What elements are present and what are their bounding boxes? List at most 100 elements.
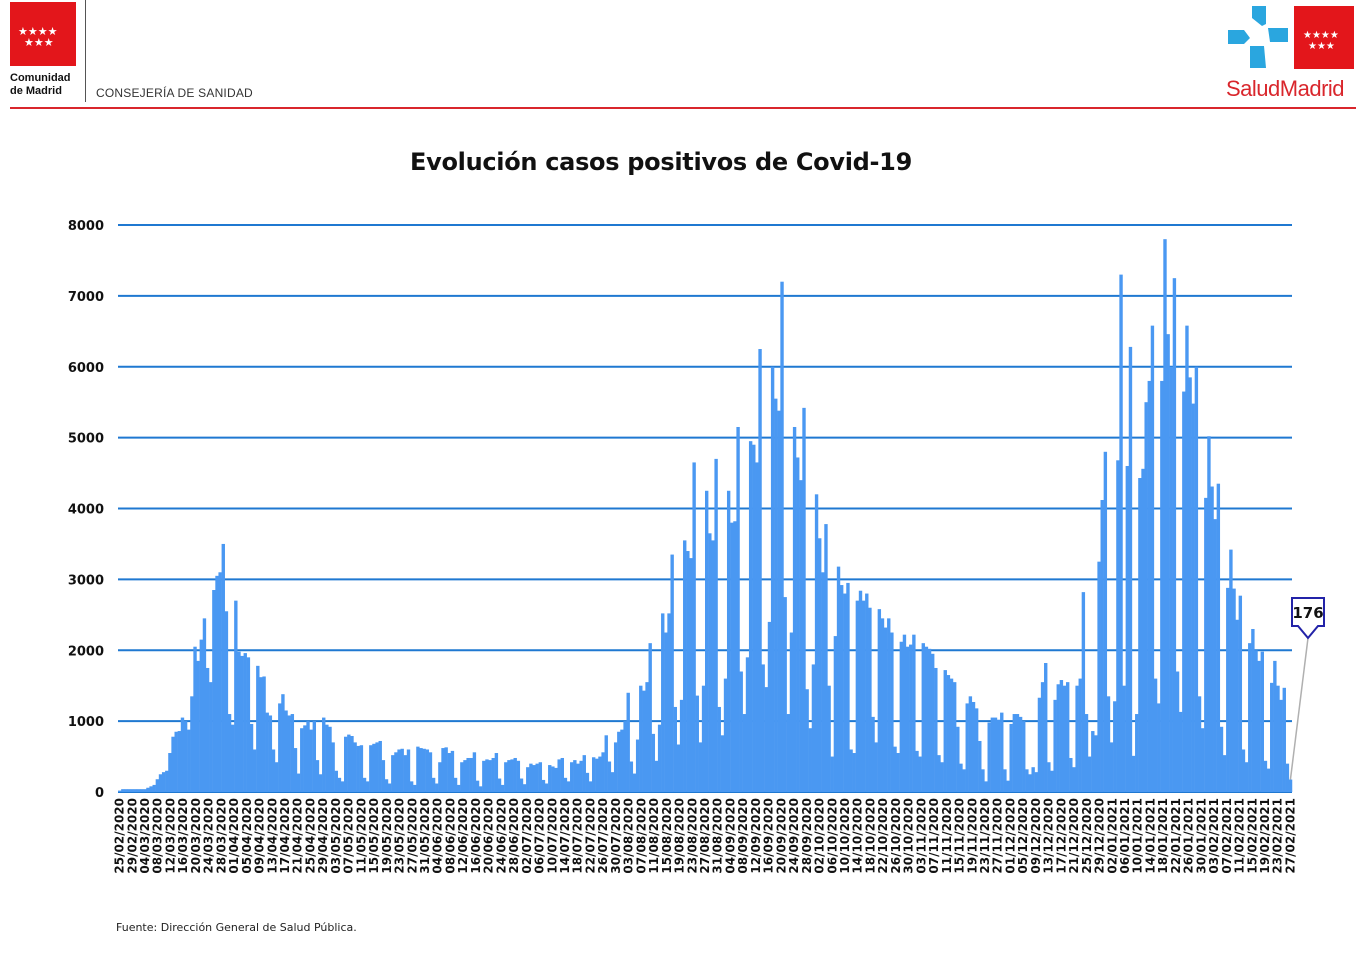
bar [193,646,197,792]
bar [205,667,210,792]
x-tick-label: 24/03/2020 [202,798,216,874]
bar [651,733,656,792]
bar [705,490,709,792]
bar [1210,486,1214,792]
bar [344,736,348,792]
bar [770,366,775,792]
bar [1266,768,1271,792]
bar [155,779,160,792]
bar [1078,678,1082,792]
bar [161,772,166,792]
bar [1144,402,1148,792]
bar [130,789,134,792]
bar [362,777,367,792]
bar [1150,325,1155,792]
bar [570,762,574,792]
bar [1163,239,1167,792]
bar [931,653,935,792]
bar [943,670,947,792]
comunidad-madrid-flag-icon: ★★★★ ★★★ [10,2,76,66]
x-tick-label: 06/01/2021 [1118,798,1132,874]
bar [623,721,627,793]
bar [1106,696,1111,792]
bar [400,748,404,792]
bar [146,787,150,792]
x-tick-label: 16/03/2020 [176,798,190,874]
bar [601,752,605,792]
bar [136,789,141,792]
x-tick-label: 01/12/2020 [1003,798,1017,874]
bar [1006,780,1010,792]
bar [278,703,282,792]
bar [1188,377,1192,792]
bar [582,755,586,792]
bar [839,585,844,792]
bar [899,641,904,792]
bar [952,682,957,792]
bar [428,752,433,792]
bar [1072,767,1076,792]
bar [1204,497,1208,792]
bar [554,767,558,792]
x-tick-label: 29/02/2020 [125,798,139,874]
bar [199,639,203,792]
bar [124,789,128,792]
bar [1009,723,1013,792]
bar [1185,325,1189,792]
bar [441,748,445,792]
x-tick-label: 23/11/2020 [978,798,992,874]
bar [516,760,521,792]
x-tick-label: 09/04/2020 [253,798,267,874]
bar [1087,756,1092,792]
bar [607,761,612,792]
bar [268,715,273,792]
bar [642,690,646,792]
bar [620,729,624,792]
bar [937,755,941,792]
bar [827,685,831,792]
bar [1059,680,1064,792]
bar [1135,714,1139,792]
bar [1219,726,1224,792]
bar [406,749,411,792]
bar [513,757,517,792]
x-tick-label: 18/01/2021 [1156,798,1170,874]
x-tick-label: 16/06/2020 [469,798,483,874]
bar [1141,468,1145,792]
x-tick-label: 16/09/2020 [762,798,776,874]
bar [1012,714,1017,792]
bar [143,789,147,792]
x-tick-label: 02/07/2020 [520,798,534,874]
bar [849,749,853,792]
bar [447,753,451,792]
bar [293,748,298,792]
bar [978,740,982,792]
bar [1251,628,1255,792]
x-tick-label: 23/05/2020 [393,798,407,874]
x-tick-label: 15/02/2021 [1245,798,1259,874]
bar [271,749,276,792]
bar [504,762,508,792]
bar [758,349,762,792]
bar [742,714,747,792]
bar [604,735,608,792]
bar [598,756,602,792]
bars [118,239,1293,793]
bar [469,757,473,792]
bar [1172,278,1177,792]
bar [626,692,630,792]
callout-leader-line [1289,637,1309,780]
bar [252,749,257,792]
bar [529,763,533,792]
bar [927,648,932,792]
bar [488,760,492,792]
x-axis-ticks: 25/02/202029/02/202004/03/202008/03/2020… [113,798,1298,874]
bar [535,763,539,792]
x-tick-label: 20/06/2020 [482,798,496,874]
x-tick-label: 28/09/2020 [800,798,814,874]
source-note: Fuente: Dirección General de Salud Públi… [116,921,357,934]
bar [453,777,458,792]
organization-name-line1: Comunidad [10,72,71,84]
bar [1084,714,1089,792]
bar [1025,769,1029,792]
